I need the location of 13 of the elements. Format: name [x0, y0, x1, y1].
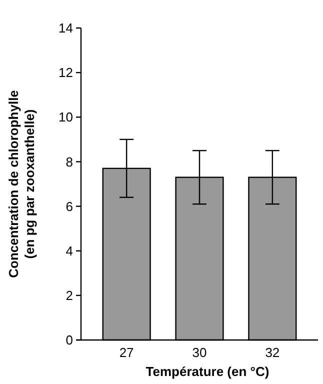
y-tick-label: 0: [66, 332, 73, 348]
y-tick-label: 6: [66, 198, 73, 214]
x-tick-label: 27: [119, 345, 134, 360]
y-tick-label: 4: [66, 243, 73, 258]
x-axis-title: Température (en °C): [146, 364, 270, 379]
x-tick-label: 30: [192, 345, 207, 360]
y-tick-label: 14: [58, 20, 73, 36]
y-tick-label: 10: [58, 110, 73, 125]
y-tick-label: 8: [66, 154, 73, 170]
y-axis-title: Concentration de chlorophylle (en pg par zooxanthelle): [6, 90, 37, 278]
y-tick-label: 2: [66, 288, 73, 303]
x-tick-label: 32: [265, 345, 280, 360]
y-tick-label: 12: [58, 65, 73, 80]
